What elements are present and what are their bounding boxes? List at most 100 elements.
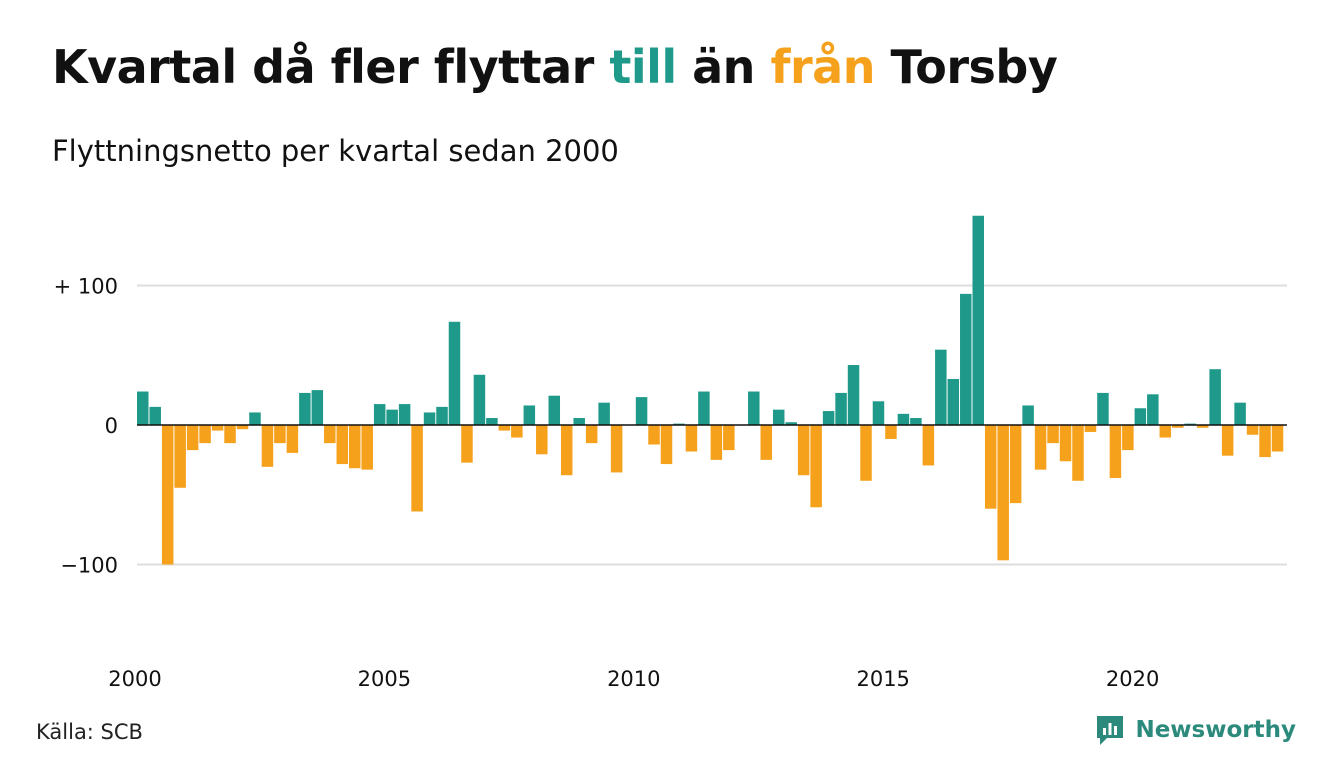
bar — [1196, 425, 1209, 428]
x-tick-label: 2015 — [856, 667, 909, 691]
bar — [336, 425, 349, 465]
bar — [560, 425, 573, 476]
bar — [536, 425, 548, 455]
x-tick-label: 2020 — [1106, 667, 1159, 691]
bar — [486, 418, 498, 425]
bar — [174, 425, 186, 488]
bar — [1034, 425, 1047, 470]
bar — [1271, 425, 1284, 452]
bar — [947, 378, 960, 425]
bar — [224, 425, 236, 444]
y-tick-label: 0 — [105, 414, 118, 438]
title-till: till — [609, 40, 677, 94]
bar — [897, 413, 910, 425]
bar — [199, 425, 211, 444]
x-axis-labels: 2000 2005 2010 2015 2020 — [108, 667, 1159, 691]
bar — [685, 425, 698, 452]
bar — [473, 374, 486, 425]
bar — [698, 391, 710, 425]
bar — [835, 392, 847, 425]
bar — [822, 411, 835, 425]
bar — [748, 391, 760, 425]
bar — [137, 391, 149, 425]
bar — [648, 425, 660, 445]
bar — [997, 425, 1009, 561]
bar — [286, 425, 299, 453]
bar — [299, 392, 311, 425]
bar — [847, 365, 860, 425]
bar — [660, 425, 673, 465]
bar — [236, 425, 249, 430]
brand-name: Newsworthy — [1135, 717, 1296, 743]
bar — [448, 321, 461, 425]
bar — [249, 412, 261, 425]
bar — [1047, 425, 1059, 444]
bar — [1209, 369, 1221, 425]
bar — [548, 395, 561, 425]
bar — [972, 215, 984, 425]
title-fran: från — [770, 40, 875, 94]
bar — [498, 425, 511, 431]
bar — [1097, 392, 1109, 425]
source-note: Källa: SCB — [36, 720, 143, 744]
bar — [1109, 425, 1122, 479]
bar — [785, 422, 797, 425]
bar — [461, 425, 473, 463]
bar — [885, 425, 897, 439]
bar — [511, 425, 523, 438]
bar — [1059, 425, 1072, 462]
bar — [710, 425, 723, 460]
x-tick-label: 2010 — [607, 667, 660, 691]
bar — [1084, 425, 1097, 432]
bar — [772, 409, 785, 425]
bar — [1159, 425, 1172, 438]
bar — [361, 425, 373, 470]
bar — [398, 404, 411, 425]
bar — [311, 390, 324, 425]
y-tick-label: −100 — [60, 554, 118, 578]
bar — [386, 409, 398, 425]
x-tick-label: 2000 — [108, 667, 161, 691]
bar — [1234, 402, 1246, 425]
bar — [373, 404, 386, 425]
bar — [573, 418, 585, 425]
bar — [635, 397, 648, 425]
bar — [411, 425, 423, 512]
bar — [984, 425, 997, 509]
bar — [760, 425, 772, 460]
bar — [274, 425, 286, 444]
grid-lines — [137, 284, 1287, 566]
chart-title: Kvartal då fler flyttar till än från Tor… — [52, 40, 1058, 94]
bar — [211, 425, 224, 431]
bar — [1172, 425, 1184, 428]
chart-subtitle: Flyttningsnetto per kvartal sedan 2000 — [52, 134, 619, 168]
title-part-3: Torsby — [874, 40, 1058, 94]
bar — [423, 412, 436, 425]
bar — [1134, 408, 1147, 425]
bar — [523, 405, 536, 425]
bar — [797, 425, 810, 476]
bar — [1221, 425, 1234, 456]
bar — [161, 425, 174, 565]
bar — [723, 425, 735, 451]
bar — [436, 406, 448, 425]
bar — [324, 425, 336, 444]
bar — [935, 349, 947, 425]
bar — [922, 425, 935, 466]
bar — [810, 425, 822, 508]
bar — [1009, 425, 1022, 504]
bar — [910, 418, 922, 425]
bar — [186, 425, 199, 451]
y-tick-label: + 100 — [54, 275, 118, 299]
bar — [1122, 425, 1134, 451]
bar — [610, 425, 623, 473]
bar — [1072, 425, 1084, 481]
bar — [598, 402, 610, 425]
bar — [960, 293, 972, 425]
bar — [585, 425, 598, 444]
title-part-1: Kvartal då fler flyttar — [52, 40, 610, 94]
bar — [872, 401, 885, 425]
bar — [1022, 405, 1034, 425]
bar — [1246, 425, 1259, 435]
